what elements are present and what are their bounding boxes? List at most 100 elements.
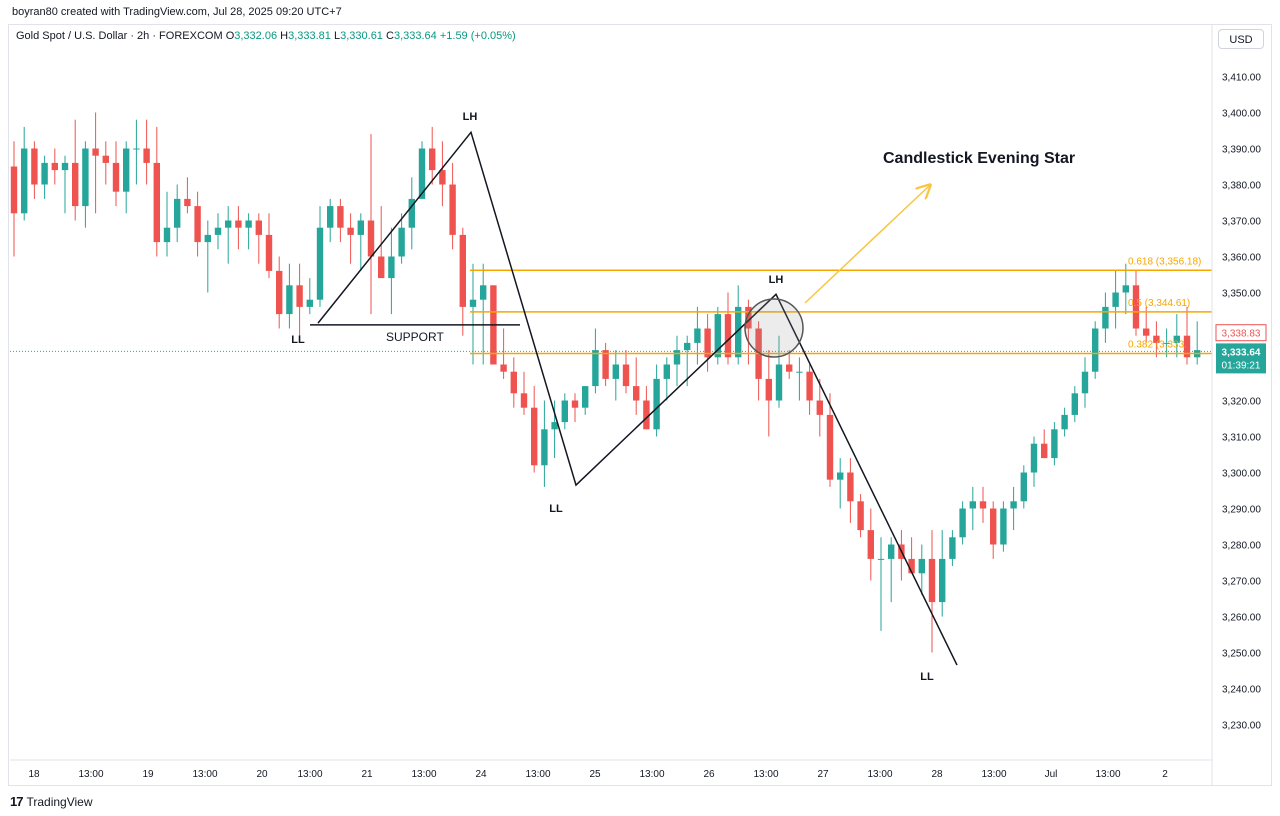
candle-body (928, 558, 936, 603)
candle-body (959, 508, 966, 538)
candle-body (592, 350, 599, 387)
candle-body (1010, 501, 1017, 509)
candle (765, 350, 772, 437)
candle-body (622, 364, 630, 387)
candle-body (826, 414, 834, 480)
x-tick-label: 13:00 (867, 769, 892, 780)
candle-body (704, 328, 711, 358)
candle (510, 357, 517, 408)
candle-body (1102, 306, 1109, 329)
candle-body (306, 299, 313, 307)
candle-body (480, 285, 487, 300)
candle (225, 206, 232, 264)
fib-label: 0.5 (3,344.61) (1128, 298, 1190, 309)
candle-body (684, 342, 691, 351)
candle-body (1081, 371, 1089, 394)
candle (1010, 486, 1017, 531)
candle (367, 134, 375, 315)
low-value: 3,330.61 (340, 30, 383, 42)
candle (337, 198, 344, 243)
candle (306, 278, 313, 315)
candle-body (531, 407, 538, 466)
candle (51, 148, 58, 185)
candle (877, 537, 885, 631)
low-label: L (333, 30, 341, 42)
candle (1102, 292, 1109, 343)
candle (133, 119, 140, 185)
candle-body (1153, 335, 1160, 343)
candle (939, 530, 946, 617)
y-tick-label: 3,300.00 (1222, 469, 1261, 480)
candle (735, 285, 742, 365)
candle (1163, 328, 1170, 358)
candle (31, 141, 38, 199)
fib-label: 0.382 (3,333. (1128, 340, 1187, 351)
candle (378, 206, 385, 279)
last-price-box (1216, 343, 1266, 374)
candle-body (775, 364, 783, 401)
price-marker-label: 3,338.83 (1222, 329, 1261, 340)
candle-body (1132, 285, 1140, 329)
candle-body (724, 314, 732, 358)
y-tick-label: 3,390.00 (1222, 145, 1261, 156)
symbol-title[interactable]: Gold Spot / U.S. Dollar · 2h · FOREXCOM (16, 30, 223, 42)
candle-body (459, 234, 466, 307)
candle-body (500, 364, 507, 372)
candle-body (582, 386, 589, 408)
candle-body (571, 400, 579, 408)
x-tick-label: 13:00 (753, 769, 778, 780)
candle-body (255, 220, 262, 235)
change-value: +1.59 (+0.05%) (439, 30, 516, 42)
candle (235, 206, 242, 250)
candle-body (786, 364, 793, 372)
candle-body (1000, 508, 1007, 545)
currency-button[interactable]: USD (1218, 29, 1264, 49)
y-tick-label: 3,240.00 (1222, 685, 1261, 696)
candle (684, 335, 691, 387)
author-credit: boyran80 created with TradingView.com, J… (12, 6, 342, 18)
x-tick-label: 13:00 (411, 769, 436, 780)
candle-body (82, 148, 89, 207)
candle (388, 227, 395, 315)
candle-body (510, 371, 517, 394)
candle-body (969, 501, 976, 509)
candle (857, 494, 864, 538)
tradingview-logo[interactable]: 17 TradingView (10, 794, 93, 809)
candle-body (398, 227, 405, 257)
candle-body (153, 162, 160, 243)
candle-body (1173, 335, 1180, 343)
candle-body (765, 378, 772, 401)
candle-body (469, 299, 477, 307)
candle (1081, 357, 1089, 408)
candle (1071, 386, 1078, 423)
support-label: SUPPORT (386, 330, 444, 344)
candle-body (347, 227, 354, 235)
candle-body (612, 364, 619, 379)
candle-body (877, 558, 885, 560)
y-tick-label: 3,320.00 (1222, 397, 1261, 408)
candle (408, 177, 415, 250)
tradingview-brand: TradingView (26, 794, 93, 809)
candle (704, 314, 711, 372)
candle-body (296, 285, 303, 307)
candle (459, 227, 466, 336)
candle-body (204, 234, 211, 243)
high-label: H (280, 30, 289, 42)
y-tick-label: 3,360.00 (1222, 253, 1261, 264)
candle-body (163, 227, 171, 243)
zigzag-line (317, 130, 958, 666)
x-tick-label: 13:00 (1095, 769, 1120, 780)
candle (582, 386, 589, 415)
candle-body (1051, 429, 1058, 459)
candle-body (123, 148, 130, 192)
close-value: 3,333.64 (393, 30, 437, 42)
candle (1173, 314, 1180, 358)
candle-body (1183, 335, 1191, 358)
y-tick-label: 3,280.00 (1222, 541, 1261, 552)
candle-body (31, 148, 38, 185)
candle-body (1092, 328, 1099, 372)
candle-body (388, 256, 395, 279)
y-tick-label: 3,230.00 (1222, 721, 1261, 732)
candle (469, 263, 477, 365)
